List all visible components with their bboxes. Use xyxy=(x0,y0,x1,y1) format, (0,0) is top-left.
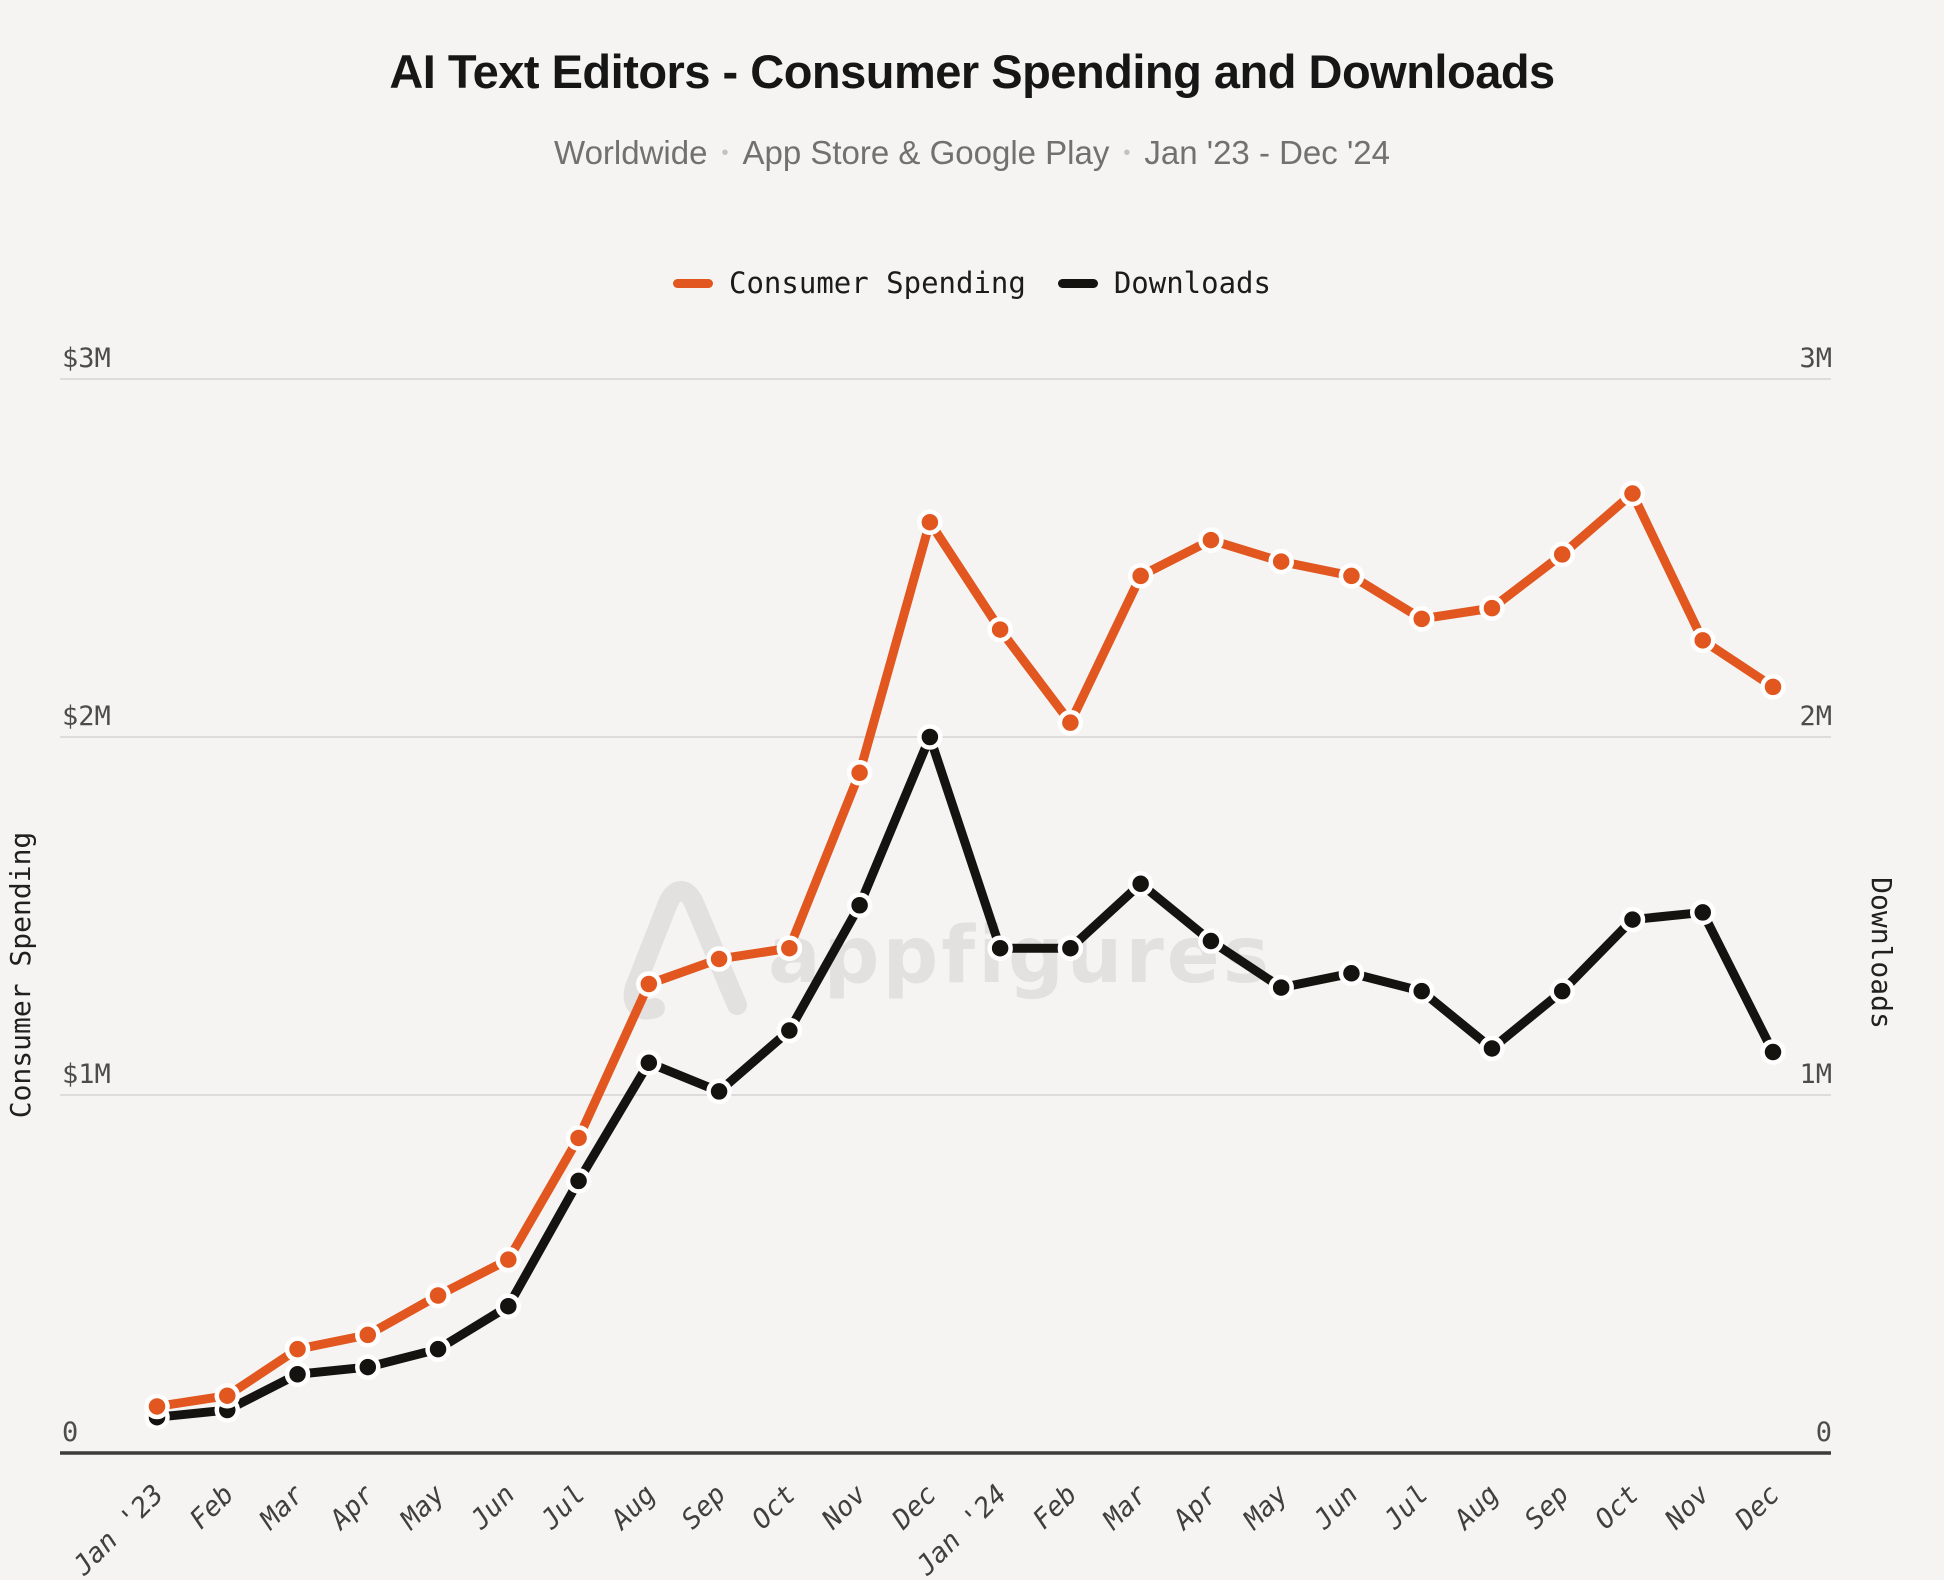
x-axis-tick-label: Feb xyxy=(184,1479,240,1535)
left-axis-tick-label: $1M xyxy=(62,1059,111,1090)
data-point-consumer-spending-19[interactable] xyxy=(1479,595,1505,621)
left-axis-tick-label: 0 xyxy=(62,1417,78,1448)
data-point-consumer-spending-22[interactable] xyxy=(1689,627,1716,654)
right-axis-title: Downloads xyxy=(1865,877,1898,1029)
series-line-consumer-spending xyxy=(152,489,1778,1411)
right-axis-tick-label: 3M xyxy=(1799,343,1832,374)
data-point-downloads-17[interactable] xyxy=(1338,960,1365,987)
data-point-consumer-spending-1[interactable] xyxy=(214,1382,241,1409)
right-axis-tick-label: 1M xyxy=(1799,1059,1832,1090)
data-point-downloads-5[interactable] xyxy=(495,1293,522,1319)
x-axis-tick-label: Jun xyxy=(464,1479,521,1536)
data-point-downloads-11[interactable] xyxy=(917,724,943,750)
data-point-consumer-spending-8[interactable] xyxy=(706,946,732,972)
data-point-consumer-spending-23[interactable] xyxy=(1760,674,1786,700)
x-axis-tick-label: Jan '23 xyxy=(67,1479,170,1580)
legend-swatch-downloads xyxy=(1057,278,1098,288)
data-point-consumer-spending-7[interactable] xyxy=(636,971,662,997)
data-point-consumer-spending-0[interactable] xyxy=(144,1393,170,1420)
data-point-downloads-12[interactable] xyxy=(987,935,1013,961)
data-point-downloads-9[interactable] xyxy=(776,1017,803,1044)
data-point-consumer-spending-16[interactable] xyxy=(1268,548,1294,575)
data-point-consumer-spending-2[interactable] xyxy=(284,1336,311,1362)
data-point-downloads-7[interactable] xyxy=(636,1050,662,1076)
legend-swatch-consumer-spending xyxy=(673,278,714,288)
legend-label-consumer-spending: Consumer Spending xyxy=(729,266,1026,300)
x-axis-tick-label: Oct xyxy=(1589,1479,1645,1535)
data-point-downloads-23[interactable] xyxy=(1760,1039,1786,1065)
data-point-downloads-16[interactable] xyxy=(1268,974,1294,1001)
x-axis-tick-label: Sep xyxy=(676,1479,732,1535)
data-point-downloads-13[interactable] xyxy=(1057,935,1084,961)
x-axis-tick-label: Oct xyxy=(746,1479,802,1535)
data-point-downloads-3[interactable] xyxy=(355,1354,381,1380)
data-point-consumer-spending-18[interactable] xyxy=(1408,606,1435,632)
x-axis-tick-label: Dec xyxy=(886,1479,943,1536)
data-point-downloads-4[interactable] xyxy=(425,1336,451,1362)
data-point-downloads-10[interactable] xyxy=(846,892,873,919)
subtitle-region: Worldwide xyxy=(554,134,708,171)
data-point-consumer-spending-17[interactable] xyxy=(1338,563,1365,589)
data-point-downloads-19[interactable] xyxy=(1479,1035,1505,1062)
left-axis-tick-label: $3M xyxy=(62,343,111,374)
data-point-consumer-spending-3[interactable] xyxy=(355,1322,381,1348)
x-axis-tick-label: Mar xyxy=(1096,1479,1154,1537)
legend-label-downloads: Downloads xyxy=(1113,266,1271,300)
data-point-consumer-spending-6[interactable] xyxy=(565,1125,592,1151)
data-point-downloads-20[interactable] xyxy=(1549,978,1575,1004)
data-point-consumer-spending-12[interactable] xyxy=(987,616,1013,643)
data-point-downloads-18[interactable] xyxy=(1408,978,1435,1004)
data-point-consumer-spending-5[interactable] xyxy=(495,1246,522,1273)
data-point-downloads-8[interactable] xyxy=(706,1078,732,1105)
x-axis-tick-label: Jul xyxy=(1378,1479,1435,1536)
x-axis-tick-label: May xyxy=(1237,1479,1295,1537)
x-axis-tick-label: May xyxy=(394,1479,452,1537)
left-axis-tick-label: $2M xyxy=(62,701,111,732)
data-point-consumer-spending-21[interactable] xyxy=(1619,480,1646,507)
legend: Consumer Spending Downloads xyxy=(0,266,1944,300)
x-axis-tick-label: Apr xyxy=(323,1479,381,1537)
subtitle-stores: App Store & Google Play xyxy=(742,134,1110,171)
x-axis-tick-label: Jun xyxy=(1307,1479,1364,1536)
data-point-consumer-spending-20[interactable] xyxy=(1549,541,1575,568)
data-point-downloads-21[interactable] xyxy=(1619,906,1646,933)
chart-subtitle: Worldwide • App Store & Google Play • Jan '2… xyxy=(0,134,1944,172)
legend-item-consumer-spending[interactable]: Consumer Spending xyxy=(673,266,1026,300)
legend-item-downloads[interactable]: Downloads xyxy=(1057,266,1271,300)
x-axis-tick-label: Nov xyxy=(1659,1479,1716,1536)
x-axis-tick-label: Dec xyxy=(1729,1479,1786,1536)
x-axis-tick-label: Aug xyxy=(1447,1479,1505,1537)
data-point-consumer-spending-13[interactable] xyxy=(1057,709,1084,736)
data-point-consumer-spending-9[interactable] xyxy=(776,935,803,961)
right-axis-tick-label: 2M xyxy=(1799,701,1832,732)
data-point-downloads-15[interactable] xyxy=(1198,928,1224,954)
data-point-downloads-6[interactable] xyxy=(565,1168,592,1194)
data-point-consumer-spending-15[interactable] xyxy=(1198,527,1224,553)
x-axis-tick-label: Aug xyxy=(604,1479,662,1537)
data-point-consumer-spending-10[interactable] xyxy=(846,760,873,786)
right-axis-tick-label: 0 xyxy=(1816,1417,1832,1448)
x-axis-tick-label: Feb xyxy=(1027,1479,1083,1535)
data-point-downloads-22[interactable] xyxy=(1689,899,1716,926)
subtitle-separator-dot: • xyxy=(1123,142,1131,164)
x-axis-tick-label: Nov xyxy=(815,1479,872,1536)
chart-title: AI Text Editors - Consumer Spending and … xyxy=(389,45,1555,98)
subtitle-separator-dot: • xyxy=(721,142,729,164)
data-point-consumer-spending-14[interactable] xyxy=(1127,563,1154,589)
x-axis-tick-label: Mar xyxy=(253,1479,311,1537)
x-axis-tick-label: Apr xyxy=(1166,1479,1224,1537)
data-point-consumer-spending-11[interactable] xyxy=(917,509,943,535)
x-axis-tick-label: Sep xyxy=(1519,1479,1575,1535)
data-point-consumer-spending-4[interactable] xyxy=(425,1282,451,1309)
x-axis-tick-label: Jul xyxy=(534,1479,591,1536)
data-point-downloads-2[interactable] xyxy=(284,1361,311,1387)
subtitle-date-range: Jan '23 - Dec '24 xyxy=(1144,134,1390,171)
data-point-downloads-14[interactable] xyxy=(1127,871,1154,897)
left-axis-title: Consumer Spending xyxy=(4,832,37,1119)
